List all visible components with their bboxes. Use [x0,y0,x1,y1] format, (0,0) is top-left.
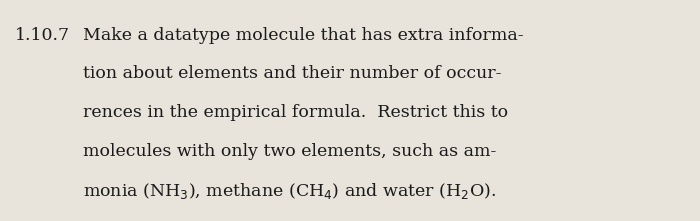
Text: 1.10.7: 1.10.7 [15,27,71,44]
Text: tion about elements and their number of occur-: tion about elements and their number of … [83,65,501,82]
Text: molecules with only two elements, such as am-: molecules with only two elements, such a… [83,143,496,160]
Text: monia (NH$_3$), methane (CH$_4$) and water (H$_2$O).: monia (NH$_3$), methane (CH$_4$) and wat… [83,181,496,201]
Text: rences in the empirical formula.  Restrict this to: rences in the empirical formula. Restric… [83,104,508,121]
Text: Make a datatype molecule that has extra informa-: Make a datatype molecule that has extra … [83,27,523,44]
